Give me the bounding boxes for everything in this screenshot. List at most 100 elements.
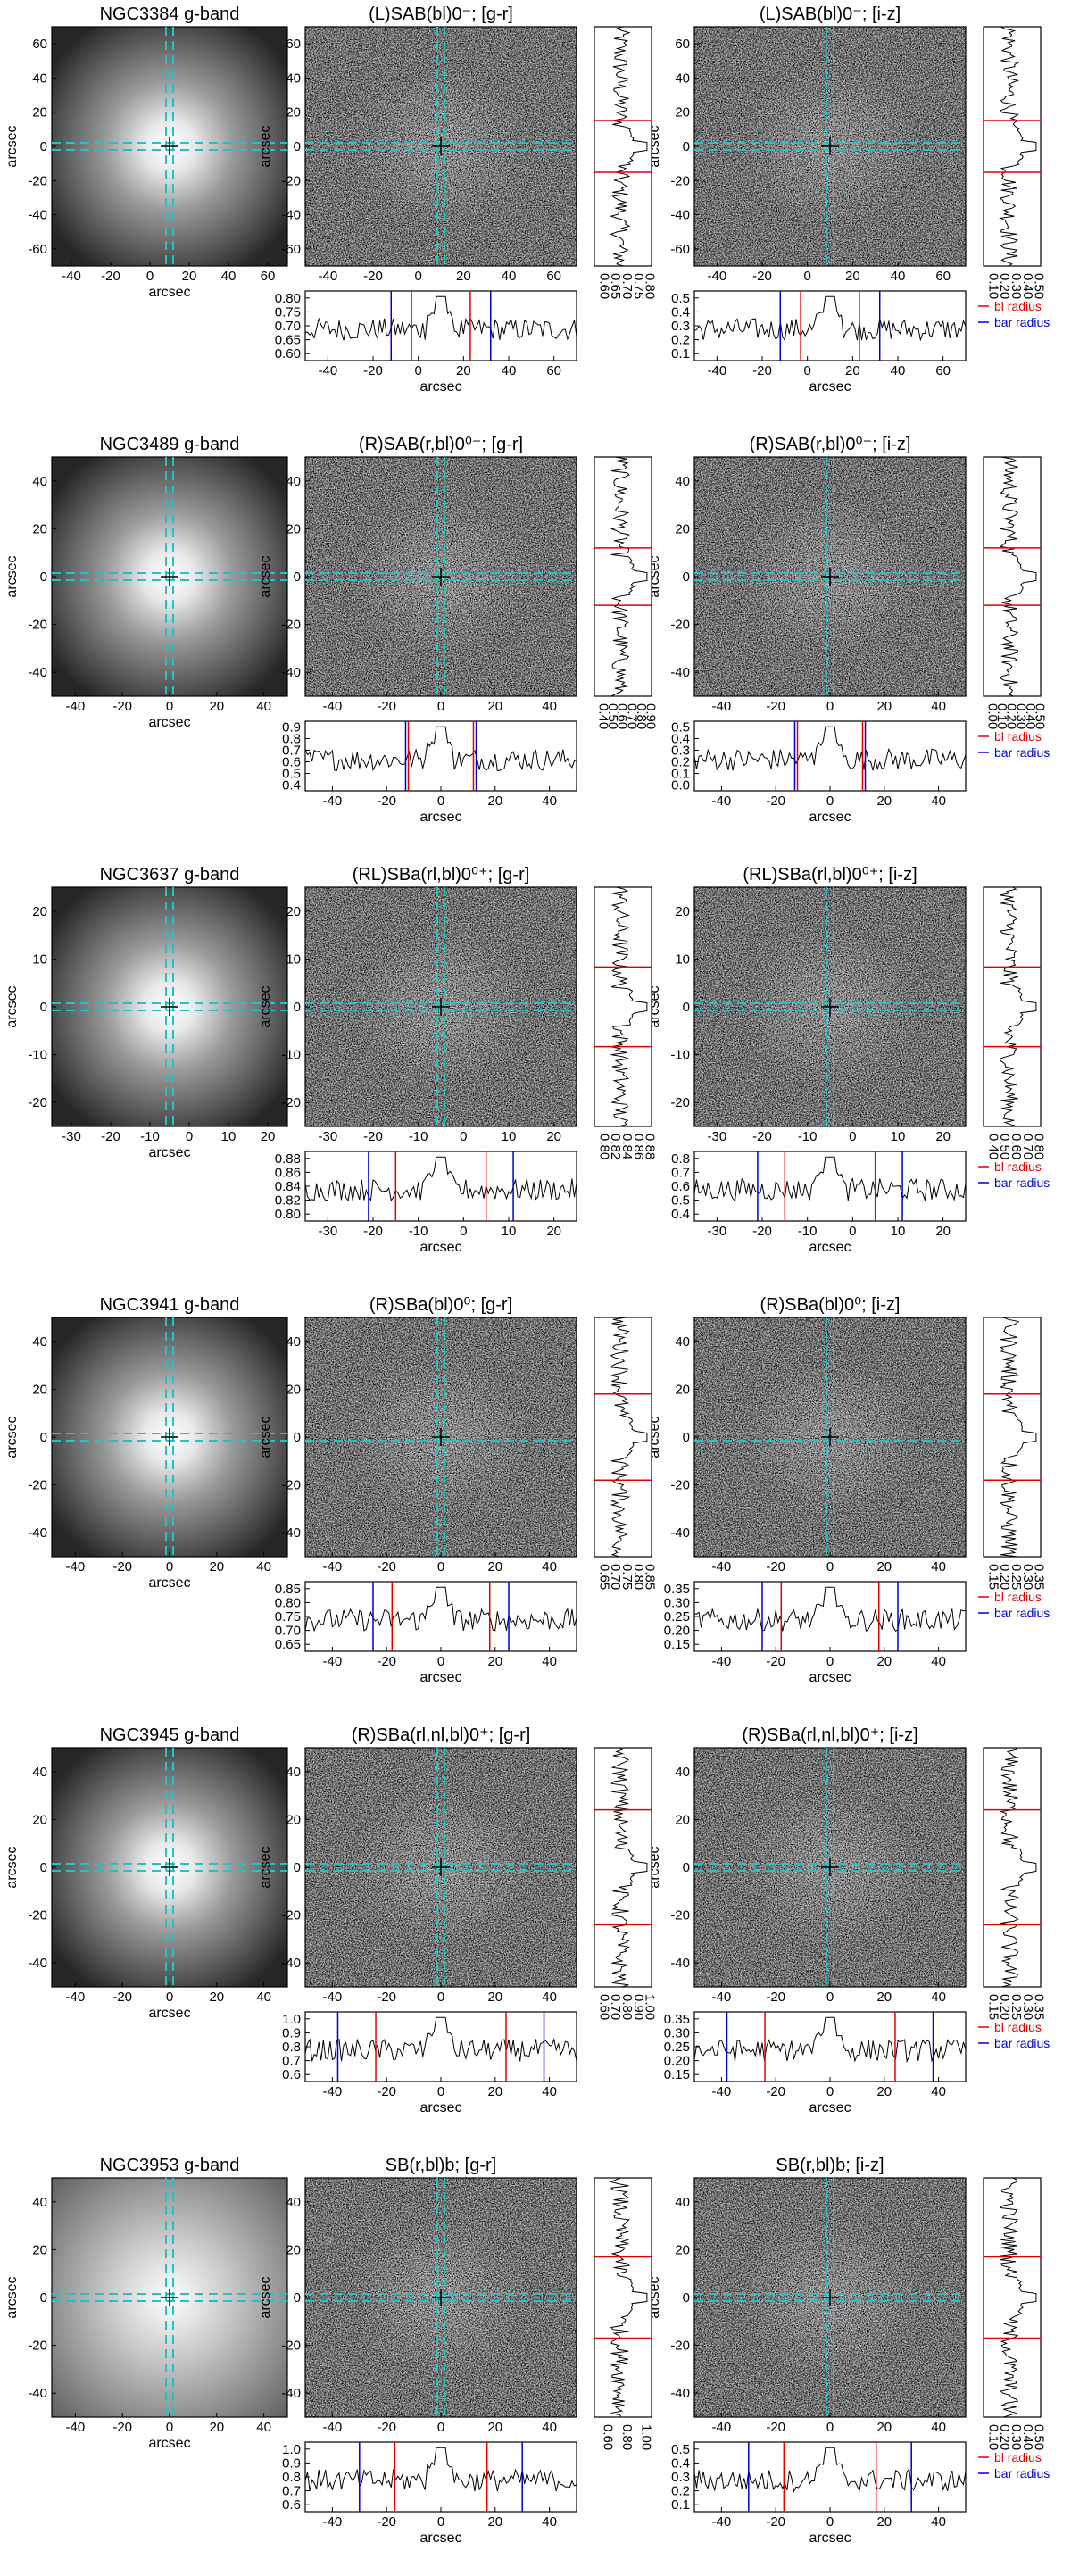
image-x-tick-label: 10	[221, 1129, 237, 1144]
legend-bar-label: bar radius	[994, 2036, 1050, 2050]
horizontal-profile-y-tick-label: 0.9	[282, 2025, 301, 2040]
horizontal-profile-y-tick-label: 0.1	[671, 2497, 690, 2513]
image-x-tick-label: 20	[209, 1990, 224, 2005]
image-x-tick-label: -20	[112, 1990, 132, 2005]
vertical-profile-tick-label: 0.30	[1020, 1994, 1035, 2020]
horizontal-profile-y-tick-label: 0.88	[275, 1151, 301, 1167]
image-y-tick-label: 20	[286, 105, 301, 120]
image-x-tick-label: 20	[845, 269, 860, 284]
image-y-tick-label: -20	[281, 1095, 301, 1110]
vertical-profile-tick-label: 0.30	[1013, 703, 1028, 729]
horizontal-profile-y-tick-label: 0.7	[671, 1165, 690, 1180]
image-x-tick-label: 20	[456, 269, 471, 284]
vertical-profile-line	[1000, 2177, 1037, 2418]
image-y-tick-label: -40	[28, 665, 47, 680]
vertical-profile-tick-label: 0.40	[985, 1134, 1000, 1159]
image-y-tick-label: 0	[683, 569, 690, 585]
panel-title: SB(r,bl)b; [g-r]	[386, 2156, 496, 2175]
horizontal-profile-x-tick-label: 40	[931, 2084, 946, 2099]
horizontal-profile-x-tick-label: -30	[318, 1224, 337, 1239]
panel-title: (RL)SBa(rl,bl)0⁰⁺; [i-z]	[743, 865, 917, 885]
horizontal-profile-x-tick-label: 0	[437, 794, 444, 809]
horizontal-profile-y-tick-label: 0.35	[664, 1582, 690, 1597]
horizontal-profile-y-tick-label: 0.2	[671, 2484, 690, 2499]
vertical-profile-tick-label: 0.30	[1009, 2424, 1024, 2450]
horizontal-profile-x-tick-label: -10	[409, 1224, 428, 1239]
image-x-tick-label: 0	[849, 1129, 856, 1144]
image-x-tick-label: 40	[931, 1990, 946, 2005]
image-y-axis-label: arcsec	[4, 125, 20, 167]
image-y-tick-label: -40	[670, 1525, 690, 1541]
image-x-tick-label: 0	[437, 2420, 444, 2435]
vertical-profile-line	[610, 2177, 648, 2418]
horizontal-profile-x-tick-label: -20	[377, 2084, 396, 2099]
image-y-tick-label: 60	[675, 37, 690, 52]
image-y-tick-label: 40	[286, 1334, 301, 1350]
image-y-tick-label: -40	[28, 1525, 47, 1541]
image-x-axis-label: arcsec	[148, 285, 190, 300]
horizontal-profile-x-tick-label: -20	[377, 794, 396, 809]
horizontal-profile-y-tick-label: 0.75	[275, 1609, 301, 1625]
legend-bl-label: bl radius	[994, 729, 1042, 744]
image-x-axis-label: arcsec	[148, 2006, 190, 2021]
horizontal-profile-y-tick-label: 0.70	[275, 319, 301, 334]
vertical-profile-tick-label: 0.65	[596, 1564, 611, 1590]
image-y-axis-label: arcsec	[647, 125, 662, 167]
panel-title: (R)SAB(r,bl)0⁰⁻; [g-r]	[359, 435, 523, 454]
horizontal-profile-x-tick-label: -20	[377, 1654, 396, 1669]
horizontal-profile-y-tick-label: 0.8	[282, 2040, 301, 2055]
legend-bar-label: bar radius	[994, 1606, 1050, 1620]
image-x-tick-label: -20	[766, 699, 785, 714]
vertical-profile-tick-label: 0.65	[608, 273, 623, 299]
horizontal-profile-x-tick-label: 40	[542, 2514, 557, 2530]
vertical-profile-tick-label: 0.70	[624, 703, 639, 729]
vertical-profile-line	[999, 1317, 1037, 1558]
image-x-tick-label: -20	[377, 699, 396, 714]
horizontal-profile-y-tick-label: 0.6	[671, 1179, 690, 1194]
vertical-profile-tick-label: 0.80	[631, 1564, 646, 1590]
horizontal-profile-line	[693, 1586, 967, 1633]
image-y-tick-label: -40	[670, 665, 690, 680]
horizontal-profile-y-tick-label: 0.5	[282, 767, 301, 782]
image-y-tick-label: 60	[286, 37, 301, 52]
panel-title: NGC3489 g-band	[100, 435, 240, 454]
image-x-tick-label: 0	[826, 1559, 834, 1575]
image-y-tick-label: 40	[32, 2195, 47, 2210]
horizontal-profile-frame	[693, 2441, 967, 2513]
panel-title: (R)SBa(rl,nl,bl)0⁺; [i-z]	[742, 1725, 917, 1745]
panel-title: NGC3953 g-band	[100, 2156, 240, 2175]
horizontal-profile-y-tick-label: 0.6	[282, 2497, 301, 2513]
image-x-tick-label: -30	[318, 1129, 337, 1144]
image-x-tick-label: 20	[487, 1990, 502, 2005]
image-y-tick-label: -20	[28, 2339, 47, 2354]
image-x-tick-label: 20	[876, 1559, 892, 1575]
vertical-profile-tick-label: 0.20	[997, 2424, 1012, 2450]
image-x-tick-label: -20	[101, 1129, 120, 1144]
horizontal-profile-line	[304, 2447, 577, 2492]
image-x-tick-label: -40	[66, 2420, 86, 2435]
horizontal-profile-y-tick-label: 0.4	[671, 2456, 690, 2471]
image-y-tick-label: 0	[40, 139, 47, 154]
image-x-tick-label: 0	[166, 699, 173, 714]
image-y-tick-label: 0	[40, 2290, 47, 2306]
image-y-tick-label: -40	[670, 1956, 690, 1971]
image-x-tick-label: -40	[712, 699, 732, 714]
horizontal-profile-x-tick-label: -20	[766, 2514, 785, 2530]
image-x-tick-label: -20	[112, 2420, 132, 2435]
image-y-tick-label: -40	[281, 1525, 301, 1541]
image-y-tick-label: -20	[281, 1908, 301, 1924]
horizontal-profile-y-tick-label: 0.35	[664, 2012, 690, 2027]
vertical-profile-tick-label: 0.70	[608, 1564, 623, 1590]
image-x-tick-label: 40	[256, 2420, 271, 2435]
image-y-tick-label: 20	[32, 904, 47, 919]
vertical-profile-tick-label: 0.80	[619, 1994, 635, 2020]
vertical-profile-tick-label: 0.40	[595, 703, 610, 729]
horizontal-profile-y-tick-label: 0.4	[671, 732, 690, 747]
horizontal-profile-y-tick-label: 0.20	[664, 2054, 690, 2069]
image-y-tick-label: 20	[32, 521, 47, 536]
vertical-profile-tick-label: 0.35	[1032, 1994, 1047, 2020]
vertical-profile-tick-label: 0.90	[643, 703, 659, 729]
horizontal-profile-x-tick-label: -20	[363, 363, 383, 378]
vertical-profile-tick-label: 0.20	[1004, 703, 1019, 729]
image-x-tick-label: -40	[712, 1559, 732, 1575]
